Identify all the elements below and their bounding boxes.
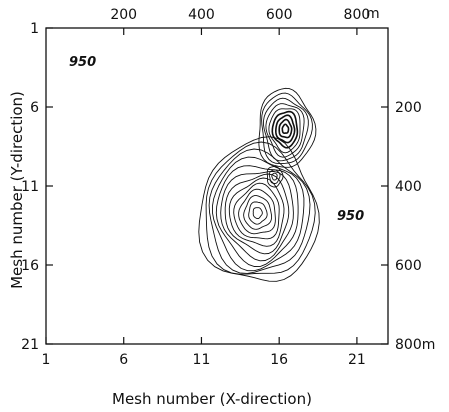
x-axis-title: Mesh number (X-direction)	[112, 390, 312, 408]
contour-line	[248, 201, 268, 225]
top-tick-label: 400	[188, 7, 215, 23]
contour-line	[268, 169, 281, 184]
annotation-950-topleft: 950	[69, 55, 96, 70]
contour-line	[252, 207, 263, 220]
top-axis-unit: m	[366, 6, 380, 22]
contour-line	[238, 188, 276, 235]
contour-line	[228, 177, 285, 247]
contour-line	[208, 148, 311, 274]
x-tick-label: 1	[42, 352, 51, 368]
contour-line	[233, 182, 280, 240]
x-tick-label: 11	[193, 352, 211, 368]
annotation-950-right: 950	[337, 209, 364, 224]
top-tick-label: 800	[344, 7, 371, 23]
contour-line	[212, 156, 305, 272]
y-tick-label: 16	[21, 258, 39, 274]
contour-line	[274, 114, 296, 144]
right-tick-label: 600	[395, 258, 422, 274]
right-tick-label: 400	[395, 179, 422, 195]
contour-line	[281, 123, 290, 134]
y-tick-label: 6	[30, 100, 39, 116]
contour-line	[263, 97, 309, 162]
x-tick-label: 16	[270, 352, 288, 368]
top-tick-label: 200	[110, 7, 137, 23]
y-tick-label: 1	[30, 21, 39, 37]
contour-line	[261, 92, 313, 165]
y-axis-title: Mesh number (Y-direction)	[8, 91, 26, 289]
contour-line	[243, 195, 273, 230]
x-tick-label: 6	[119, 352, 128, 368]
y-tick-label: 11	[21, 179, 39, 195]
contour-line	[224, 173, 290, 255]
contour-line	[266, 166, 284, 188]
contour-line	[258, 87, 317, 168]
contour-line	[205, 141, 316, 275]
plot-frame	[45, 27, 389, 345]
x-tick-label: 21	[348, 352, 366, 368]
y-tick-label: 21	[21, 337, 39, 353]
top-tick-label: 600	[266, 7, 293, 23]
contour-line	[265, 103, 305, 158]
contour-line	[278, 118, 293, 139]
contour-line	[271, 172, 278, 181]
contour-layer	[198, 87, 320, 282]
contour-line	[268, 108, 301, 154]
contour-line	[271, 110, 299, 149]
right-tick-label: 800m	[395, 337, 435, 353]
right-tick-label: 200	[395, 100, 422, 116]
contour-line	[220, 171, 294, 262]
